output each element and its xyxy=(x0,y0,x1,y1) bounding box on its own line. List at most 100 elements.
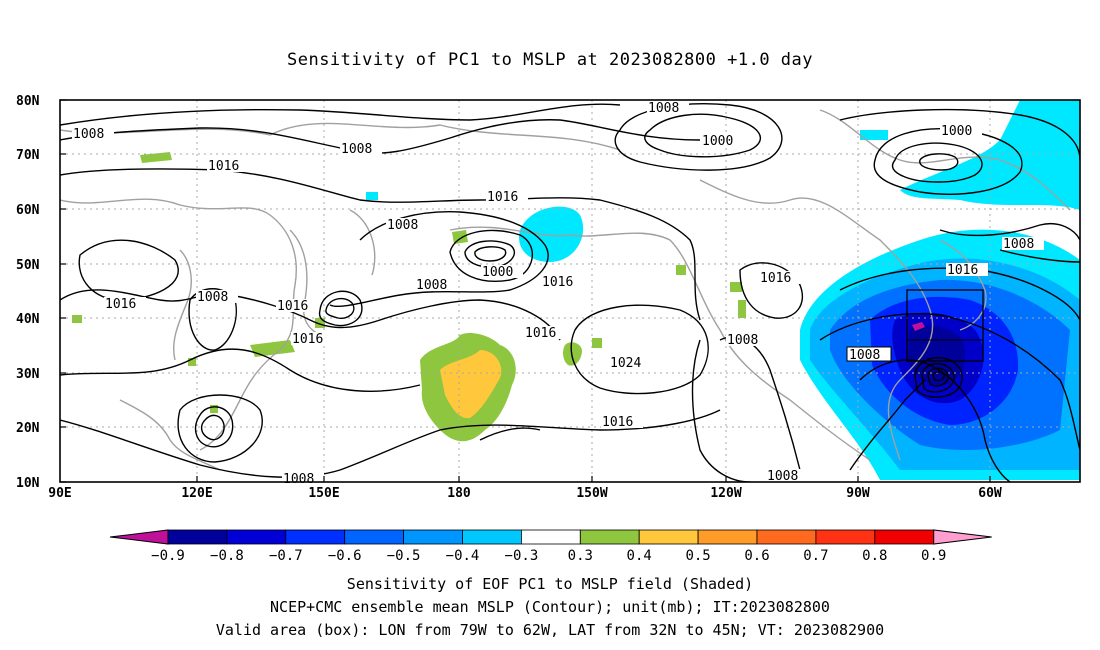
map-title: Sensitivity of PC1 to MSLP at 2023082800… xyxy=(286,50,813,70)
colorbar-label: −0.3 xyxy=(505,548,539,564)
shade-neg-core xyxy=(908,325,966,386)
shade-neg-cyan-small1 xyxy=(860,130,888,140)
isobar-label: 1000 xyxy=(941,124,972,139)
isobar-label: 1016 xyxy=(292,332,323,347)
shade-neg-cyan-small2 xyxy=(366,192,378,200)
lat-label: 60N xyxy=(16,203,40,218)
isobar-label: 1016 xyxy=(105,297,136,312)
lat-label: 70N xyxy=(16,148,40,163)
colorbar-label: −0.7 xyxy=(269,548,303,564)
lon-label: 90E xyxy=(48,486,71,501)
isobar-label: 1008 xyxy=(341,142,372,157)
lon-label: 180 xyxy=(447,486,471,501)
colorbar-label: 0.9 xyxy=(921,548,946,564)
colorbar-swatch xyxy=(521,529,581,545)
lon-label: 150E xyxy=(308,486,339,501)
shade-pos-green-s10 xyxy=(72,315,82,323)
lat-label: 10N xyxy=(16,476,40,491)
isobar-label: 1016 xyxy=(277,299,308,314)
isobar-label: 1008 xyxy=(1003,237,1034,252)
caption-line-2: NCEP+CMC ensemble mean MSLP (Contour); u… xyxy=(270,598,830,616)
colorbar-swatch xyxy=(285,529,346,545)
isobar-label: 1000 xyxy=(702,134,733,149)
colorbar-labels: −0.9 −0.8 −0.7 −0.6 −0.5 −0.4 −0.3 0.3 0.4 0.5 0.6… xyxy=(151,548,946,564)
lat-label: 40N xyxy=(16,312,40,327)
valid-area-box xyxy=(906,289,984,362)
colorbar-swatch xyxy=(874,529,935,545)
colorbar-label: −0.5 xyxy=(387,548,421,564)
isobar-label: 1016 xyxy=(487,190,518,205)
shade-neg-cyan-alaska xyxy=(519,206,584,262)
isobar-labels: 1008 1008 1008 1000 1000 1016 1016 1008 … xyxy=(72,101,1044,487)
lon-label: 120W xyxy=(710,486,741,501)
shade-pos-yellow-pacific xyxy=(440,350,502,419)
colorbar-swatch xyxy=(226,529,287,545)
lat-label: 30N xyxy=(16,367,40,382)
colorbar-label: 0.5 xyxy=(685,548,710,564)
lat-label: 80N xyxy=(16,94,40,109)
isobar-label: 1008 xyxy=(727,333,758,348)
colorbar-swatch xyxy=(403,529,463,545)
colorbar-swatch xyxy=(815,529,876,545)
isobar-label: 1024 xyxy=(610,356,641,371)
colorbar-swatch xyxy=(462,529,522,545)
isobar-label: 1016 xyxy=(208,159,239,174)
shade-pos-green-hawaii xyxy=(563,342,582,366)
caption-line-3: Valid area (box): LON from 79W to 62W, L… xyxy=(215,621,885,639)
colorbar-swatch xyxy=(579,529,640,545)
isobar-label: 1016 xyxy=(542,275,573,290)
isobar-label: 1000 xyxy=(482,265,513,280)
colorbar-label: −0.6 xyxy=(328,548,362,564)
shade-pos-green-s9 xyxy=(738,300,746,318)
colorbar-swatch xyxy=(638,529,699,545)
isobar-label: 1008 xyxy=(197,290,228,305)
colorbar-label: −0.4 xyxy=(446,548,480,564)
shade-pos-green-s1 xyxy=(592,338,602,348)
lat-label: 50N xyxy=(16,258,40,273)
lon-label: 150W xyxy=(576,486,607,501)
colorbar-label: 0.4 xyxy=(627,548,652,564)
isobar-label: 1016 xyxy=(602,415,633,430)
lon-labels: 90E 120E 150E 180 150W 120W 90W 60W xyxy=(48,486,1002,501)
colorbar-label: 0.8 xyxy=(862,548,887,564)
lat-labels: 80N 70N 60N 50N 40N 30N 20N 10N xyxy=(16,94,40,491)
colorbar xyxy=(109,529,992,545)
colorbar-swatch xyxy=(697,529,758,545)
shade-pos-green-s2 xyxy=(452,230,468,244)
isobar-label: 1008 xyxy=(387,218,418,233)
colorbar-swatch xyxy=(756,529,817,545)
coastlines xyxy=(60,109,1071,471)
isobar-label: 1008 xyxy=(648,101,679,116)
lat-label: 20N xyxy=(16,421,40,436)
lon-label: 120E xyxy=(181,486,212,501)
shade-pos-green-s8 xyxy=(730,282,742,292)
colorbar-arrow-right xyxy=(933,529,992,545)
colorbar-swatch xyxy=(167,529,228,545)
isobar-label: 1008 xyxy=(849,348,880,363)
colorbar-label: −0.9 xyxy=(151,548,185,564)
colorbar-label: 0.6 xyxy=(744,548,769,564)
isobar-label: 1008 xyxy=(416,278,447,293)
colorbar-label: −0.8 xyxy=(210,548,244,564)
lon-label: 60W xyxy=(978,486,1002,501)
shade-pos-magenta xyxy=(912,322,925,331)
axis-ticks xyxy=(60,99,991,483)
isobar-label: 1008 xyxy=(73,127,104,142)
graticule xyxy=(60,100,1080,482)
isobar-label: 1016 xyxy=(760,271,791,286)
colorbar-label: 0.3 xyxy=(568,548,593,564)
shade-pos-green-s3 xyxy=(140,152,172,163)
plot-frame xyxy=(59,99,1081,483)
isobar-label: 1008 xyxy=(283,472,314,487)
shade-pos-green-s7 xyxy=(676,265,686,275)
isobar-label: 1016 xyxy=(947,263,978,278)
colorbar-arrow-left xyxy=(109,529,169,545)
lon-label: 90W xyxy=(846,486,870,501)
caption-line-1: Sensitivity of EOF PC1 to MSLP field (Sh… xyxy=(346,575,754,593)
colorbar-swatch xyxy=(344,529,405,545)
isobar-label: 1008 xyxy=(767,469,798,484)
isobar-label: 1016 xyxy=(525,326,556,341)
shade-pos-green-s4 xyxy=(250,340,295,357)
colorbar-label: 0.7 xyxy=(803,548,828,564)
